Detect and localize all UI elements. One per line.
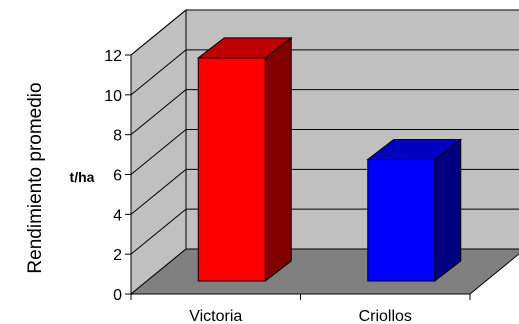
gridlines [130,9,519,255]
y-tick-label: 0 [113,287,122,304]
bar-criollos [366,138,463,283]
gridline [130,9,519,56]
y-tick-label: 8 [113,128,122,145]
gridline [130,129,519,175]
y-axis: 0 2 4 6 8 10 12 [104,48,132,304]
y-axis-label: Rendimiento promedio [25,82,46,273]
bar-side [264,36,292,283]
x-tick-label: Criollos [359,308,412,324]
bar-front [197,57,266,282]
bar-victoria [196,36,293,283]
bar-front [367,159,436,282]
unit-label: t/ha [70,169,95,185]
y-tick-label: 4 [113,207,122,224]
y-tick-label: 10 [104,88,122,105]
bar-side [434,138,462,283]
gridline [130,89,519,136]
y-tick-label: 2 [113,247,122,264]
x-tick-label: Victoria [189,308,242,324]
y-tick-label: 12 [104,48,122,65]
x-axis: Victoria Criollos [130,293,471,324]
gridline [130,49,519,96]
bars [196,36,463,283]
y-tick-label: 6 [113,168,122,185]
